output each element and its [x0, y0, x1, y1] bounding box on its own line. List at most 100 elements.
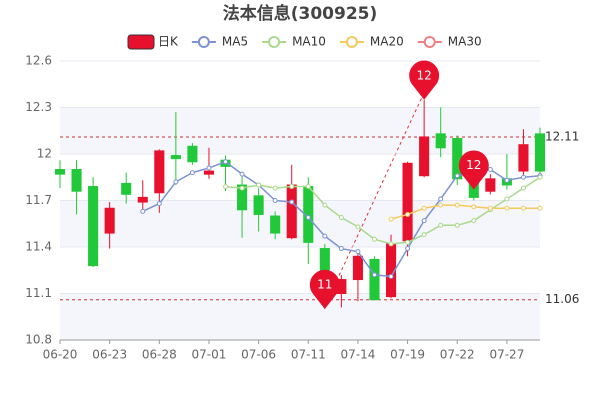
ma-point: [289, 184, 295, 190]
legend-swatch: [268, 36, 281, 48]
grid-band: [60, 200, 540, 247]
ma-point: [471, 204, 477, 210]
candle-body: [518, 144, 529, 172]
ma-point: [156, 201, 162, 207]
legend-label: MA30: [448, 35, 482, 49]
ma-point: [173, 179, 179, 185]
candle-body: [402, 162, 413, 242]
ma-point: [487, 167, 493, 172]
reference-label: 11.06: [545, 292, 579, 306]
ma-point: [438, 202, 444, 208]
legend-label: MA20: [370, 35, 404, 49]
y-tick-label: 12: [37, 147, 52, 161]
x-tick-label: 07-06: [241, 348, 276, 362]
pin: [409, 60, 440, 100]
y-tick-label: 10.8: [25, 333, 52, 347]
legend-label: MA10: [292, 35, 326, 49]
ma-point: [371, 236, 377, 242]
ma-point: [537, 205, 543, 211]
ma-line: [225, 176, 541, 245]
ma-point: [405, 211, 411, 217]
ma-point: [338, 215, 344, 221]
x-tick-label: 07-19: [390, 348, 425, 362]
candle-body: [88, 186, 99, 267]
candle-body: [154, 150, 165, 194]
legend-label: 日K: [158, 35, 179, 49]
grid-band: [60, 293, 540, 340]
candle-body: [121, 182, 132, 195]
ma-point: [454, 222, 460, 228]
ma-point: [504, 196, 510, 202]
ma-point: [371, 272, 377, 278]
x-tick-label: 07-22: [440, 348, 475, 362]
pin-label: 12: [466, 158, 481, 172]
ma-point: [520, 205, 526, 211]
candle-body: [187, 145, 198, 163]
ma-point: [471, 218, 477, 224]
ma-point: [487, 205, 493, 211]
x-tick-label: 06-20: [43, 348, 78, 362]
legend-label: MA5: [222, 35, 248, 49]
ma-point: [388, 273, 394, 279]
ma-point: [206, 165, 212, 171]
y-tick-label: 11.1: [25, 286, 52, 300]
candle-body: [137, 196, 148, 203]
candle-body: [435, 133, 446, 149]
ma-point: [239, 171, 245, 177]
candle-body: [253, 195, 264, 215]
candle-body: [419, 136, 430, 177]
candle-body: [170, 155, 181, 160]
ma-point: [438, 222, 444, 228]
candle-body: [286, 184, 297, 239]
ma-point: [223, 184, 229, 190]
ma-point: [421, 218, 427, 224]
ma-point: [256, 182, 262, 188]
candle-body: [71, 169, 82, 192]
x-tick-label: 07-01: [192, 348, 227, 362]
ma-point: [239, 185, 245, 191]
ma-point: [438, 196, 444, 202]
x-tick-label: 06-23: [92, 348, 127, 362]
x-tick-label: 07-11: [291, 348, 326, 362]
legend-swatch: [127, 34, 155, 50]
candle-body: [203, 170, 215, 175]
ma-point: [355, 249, 361, 255]
ma-point: [405, 246, 411, 252]
ma-point: [272, 185, 278, 191]
candle-body: [369, 258, 380, 301]
x-tick-label: 06-28: [142, 348, 177, 362]
ma-point: [322, 202, 328, 208]
ma-line: [390, 204, 540, 220]
legend-swatch: [345, 36, 358, 48]
candle-body: [270, 215, 281, 234]
ma-point: [405, 239, 411, 245]
ma-point: [272, 198, 278, 203]
candle-body: [237, 184, 248, 211]
pin: [458, 150, 489, 190]
ma-point: [289, 199, 295, 205]
ma-point: [305, 184, 311, 190]
ma-point: [520, 174, 526, 180]
y-tick-label: 11.7: [25, 193, 52, 207]
y-tick-label: 12.3: [25, 100, 52, 114]
candle-body: [485, 178, 496, 192]
x-tick-label: 07-14: [340, 348, 375, 362]
legend-swatch: [423, 36, 436, 48]
pin-label: 12: [416, 68, 431, 82]
ma-point: [338, 246, 344, 252]
pin-label: 11: [317, 278, 332, 292]
candle-body: [104, 207, 115, 234]
chart-title: 法本信息(300925): [223, 3, 378, 24]
candle-body: [352, 255, 363, 281]
ma-point: [388, 216, 394, 222]
y-tick-label: 12.6: [25, 54, 52, 68]
candle-body: [534, 133, 546, 172]
ma-point: [504, 205, 510, 211]
legend-swatch: [197, 36, 210, 48]
reference-label: 12.11: [545, 129, 579, 143]
ma-point: [504, 177, 510, 183]
ma-point: [322, 233, 328, 239]
ma-point: [140, 208, 146, 214]
